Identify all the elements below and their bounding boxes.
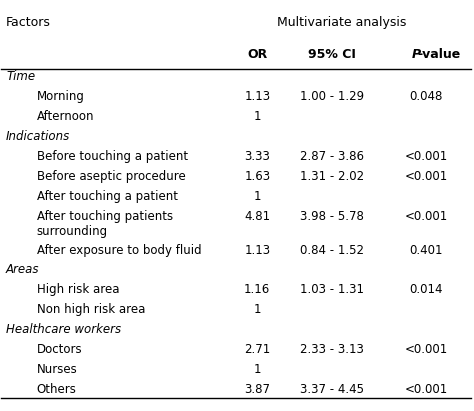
Text: After exposure to body fluid: After exposure to body fluid: [36, 244, 201, 256]
Text: <0.001: <0.001: [405, 210, 448, 223]
Text: P: P: [412, 48, 421, 61]
Text: 0.401: 0.401: [410, 244, 443, 256]
Text: Before aseptic procedure: Before aseptic procedure: [36, 170, 185, 183]
Text: 1.03 - 1.31: 1.03 - 1.31: [301, 284, 365, 296]
Text: 3.98 - 5.78: 3.98 - 5.78: [301, 210, 365, 223]
Text: After touching a patient: After touching a patient: [36, 190, 178, 203]
Text: 0.014: 0.014: [410, 284, 443, 296]
Text: Afternoon: Afternoon: [36, 110, 94, 123]
Text: Morning: Morning: [36, 90, 84, 103]
Text: 1.13: 1.13: [244, 244, 270, 256]
Text: 1.31 - 2.02: 1.31 - 2.02: [301, 170, 365, 183]
Text: Factors: Factors: [6, 16, 51, 29]
Text: -value: -value: [418, 48, 461, 61]
Text: 2.71: 2.71: [244, 343, 270, 356]
Text: <0.001: <0.001: [405, 343, 448, 356]
Text: Indications: Indications: [6, 130, 70, 143]
Text: 1: 1: [254, 363, 261, 376]
Text: Others: Others: [36, 383, 76, 396]
Text: Multivariate analysis: Multivariate analysis: [277, 16, 406, 29]
Text: Healthcare workers: Healthcare workers: [6, 323, 121, 336]
Text: 3.87: 3.87: [244, 383, 270, 396]
Text: 3.37 - 4.45: 3.37 - 4.45: [301, 383, 365, 396]
Text: 1: 1: [254, 190, 261, 203]
Text: 1.16: 1.16: [244, 284, 270, 296]
Text: 1: 1: [254, 303, 261, 316]
Text: High risk area: High risk area: [36, 284, 119, 296]
Text: Doctors: Doctors: [36, 343, 82, 356]
Text: Non high risk area: Non high risk area: [36, 303, 145, 316]
Text: 95% CI: 95% CI: [309, 48, 356, 61]
Text: 1: 1: [254, 110, 261, 123]
Text: OR: OR: [247, 48, 267, 61]
Text: <0.001: <0.001: [405, 170, 448, 183]
Text: 1.00 - 1.29: 1.00 - 1.29: [301, 90, 365, 103]
Text: 2.33 - 3.13: 2.33 - 3.13: [301, 343, 365, 356]
Text: 1.13: 1.13: [244, 90, 270, 103]
Text: 0.84 - 1.52: 0.84 - 1.52: [301, 244, 365, 256]
Text: <0.001: <0.001: [405, 150, 448, 163]
Text: 0.048: 0.048: [410, 90, 443, 103]
Text: After touching patients
surrounding: After touching patients surrounding: [36, 210, 173, 238]
Text: 2.87 - 3.86: 2.87 - 3.86: [301, 150, 365, 163]
Text: 3.33: 3.33: [244, 150, 270, 163]
Text: Areas: Areas: [6, 263, 40, 277]
Text: Time: Time: [6, 70, 35, 83]
Text: 1.63: 1.63: [244, 170, 270, 183]
Text: <0.001: <0.001: [405, 383, 448, 396]
Text: Before touching a patient: Before touching a patient: [36, 150, 188, 163]
Text: 4.81: 4.81: [244, 210, 270, 223]
Text: Nurses: Nurses: [36, 363, 77, 376]
